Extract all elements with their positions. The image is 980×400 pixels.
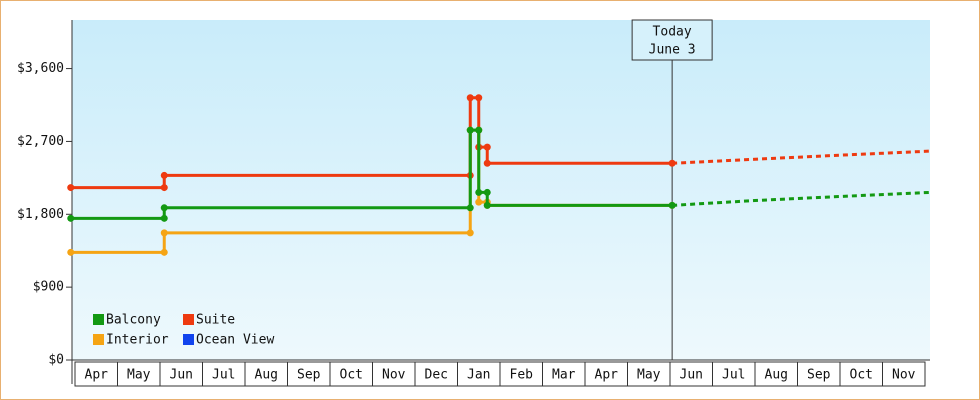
point — [67, 248, 75, 256]
x-tick-label: Jun — [680, 368, 703, 383]
x-tick-label: Dec — [425, 368, 448, 383]
legend-swatch — [183, 314, 194, 325]
point — [67, 184, 75, 192]
today-label: Today — [653, 25, 692, 40]
point — [475, 94, 483, 102]
x-tick-label: May — [637, 368, 661, 383]
point — [483, 143, 491, 151]
point — [160, 229, 168, 237]
y-tick-label: $1,800 — [17, 207, 64, 222]
series-line — [70, 96, 673, 190]
x-tick-label: Nov — [382, 368, 406, 383]
x-tick-label: Jan — [467, 368, 490, 383]
legend-label: Ocean View — [196, 333, 274, 348]
series-line — [70, 128, 673, 220]
point — [160, 184, 168, 192]
x-tick-label: Feb — [510, 368, 534, 383]
x-tick-label: Jul — [212, 368, 235, 383]
point — [483, 159, 491, 167]
point — [475, 188, 483, 196]
legend-label: Suite — [196, 313, 235, 328]
today-label: June 3 — [649, 43, 696, 58]
point — [160, 248, 168, 256]
point — [160, 204, 168, 212]
point — [466, 204, 474, 212]
plot-area — [72, 20, 930, 360]
x-tick-label: Jun — [170, 368, 193, 383]
point — [160, 171, 168, 179]
legend-label: Interior — [106, 333, 169, 348]
today-box — [631, 19, 713, 61]
y-tick-label: $0 — [48, 353, 64, 368]
y-tick-label: $2,700 — [17, 134, 64, 149]
x-tick-label: Nov — [892, 368, 916, 383]
point — [475, 198, 483, 206]
point — [475, 126, 483, 134]
x-tick-label: Sep — [297, 368, 321, 383]
point — [466, 229, 474, 237]
x-tick-label: Sep — [807, 368, 831, 383]
point — [483, 188, 491, 196]
point — [466, 94, 474, 102]
x-tick-label: Aug — [765, 368, 788, 383]
x-tick-label: Mar — [552, 368, 576, 383]
legend-swatch — [93, 334, 104, 345]
x-tick-label: Apr — [85, 368, 109, 383]
point — [466, 126, 474, 134]
x-tick-label: May — [127, 368, 151, 383]
x-tick-label: Oct — [340, 368, 363, 383]
point — [160, 214, 168, 222]
legend-swatch — [183, 334, 194, 345]
legend-swatch — [93, 314, 104, 325]
point — [67, 214, 75, 222]
x-tick-label: Aug — [255, 368, 278, 383]
x-tick-label: Apr — [595, 368, 619, 383]
legend-label: Balcony — [106, 313, 161, 328]
y-tick-label: $3,600 — [17, 61, 64, 76]
x-tick-label: Jul — [722, 368, 745, 383]
x-tick-label: Oct — [850, 368, 873, 383]
point — [483, 201, 491, 209]
y-tick-label: $900 — [33, 280, 64, 295]
